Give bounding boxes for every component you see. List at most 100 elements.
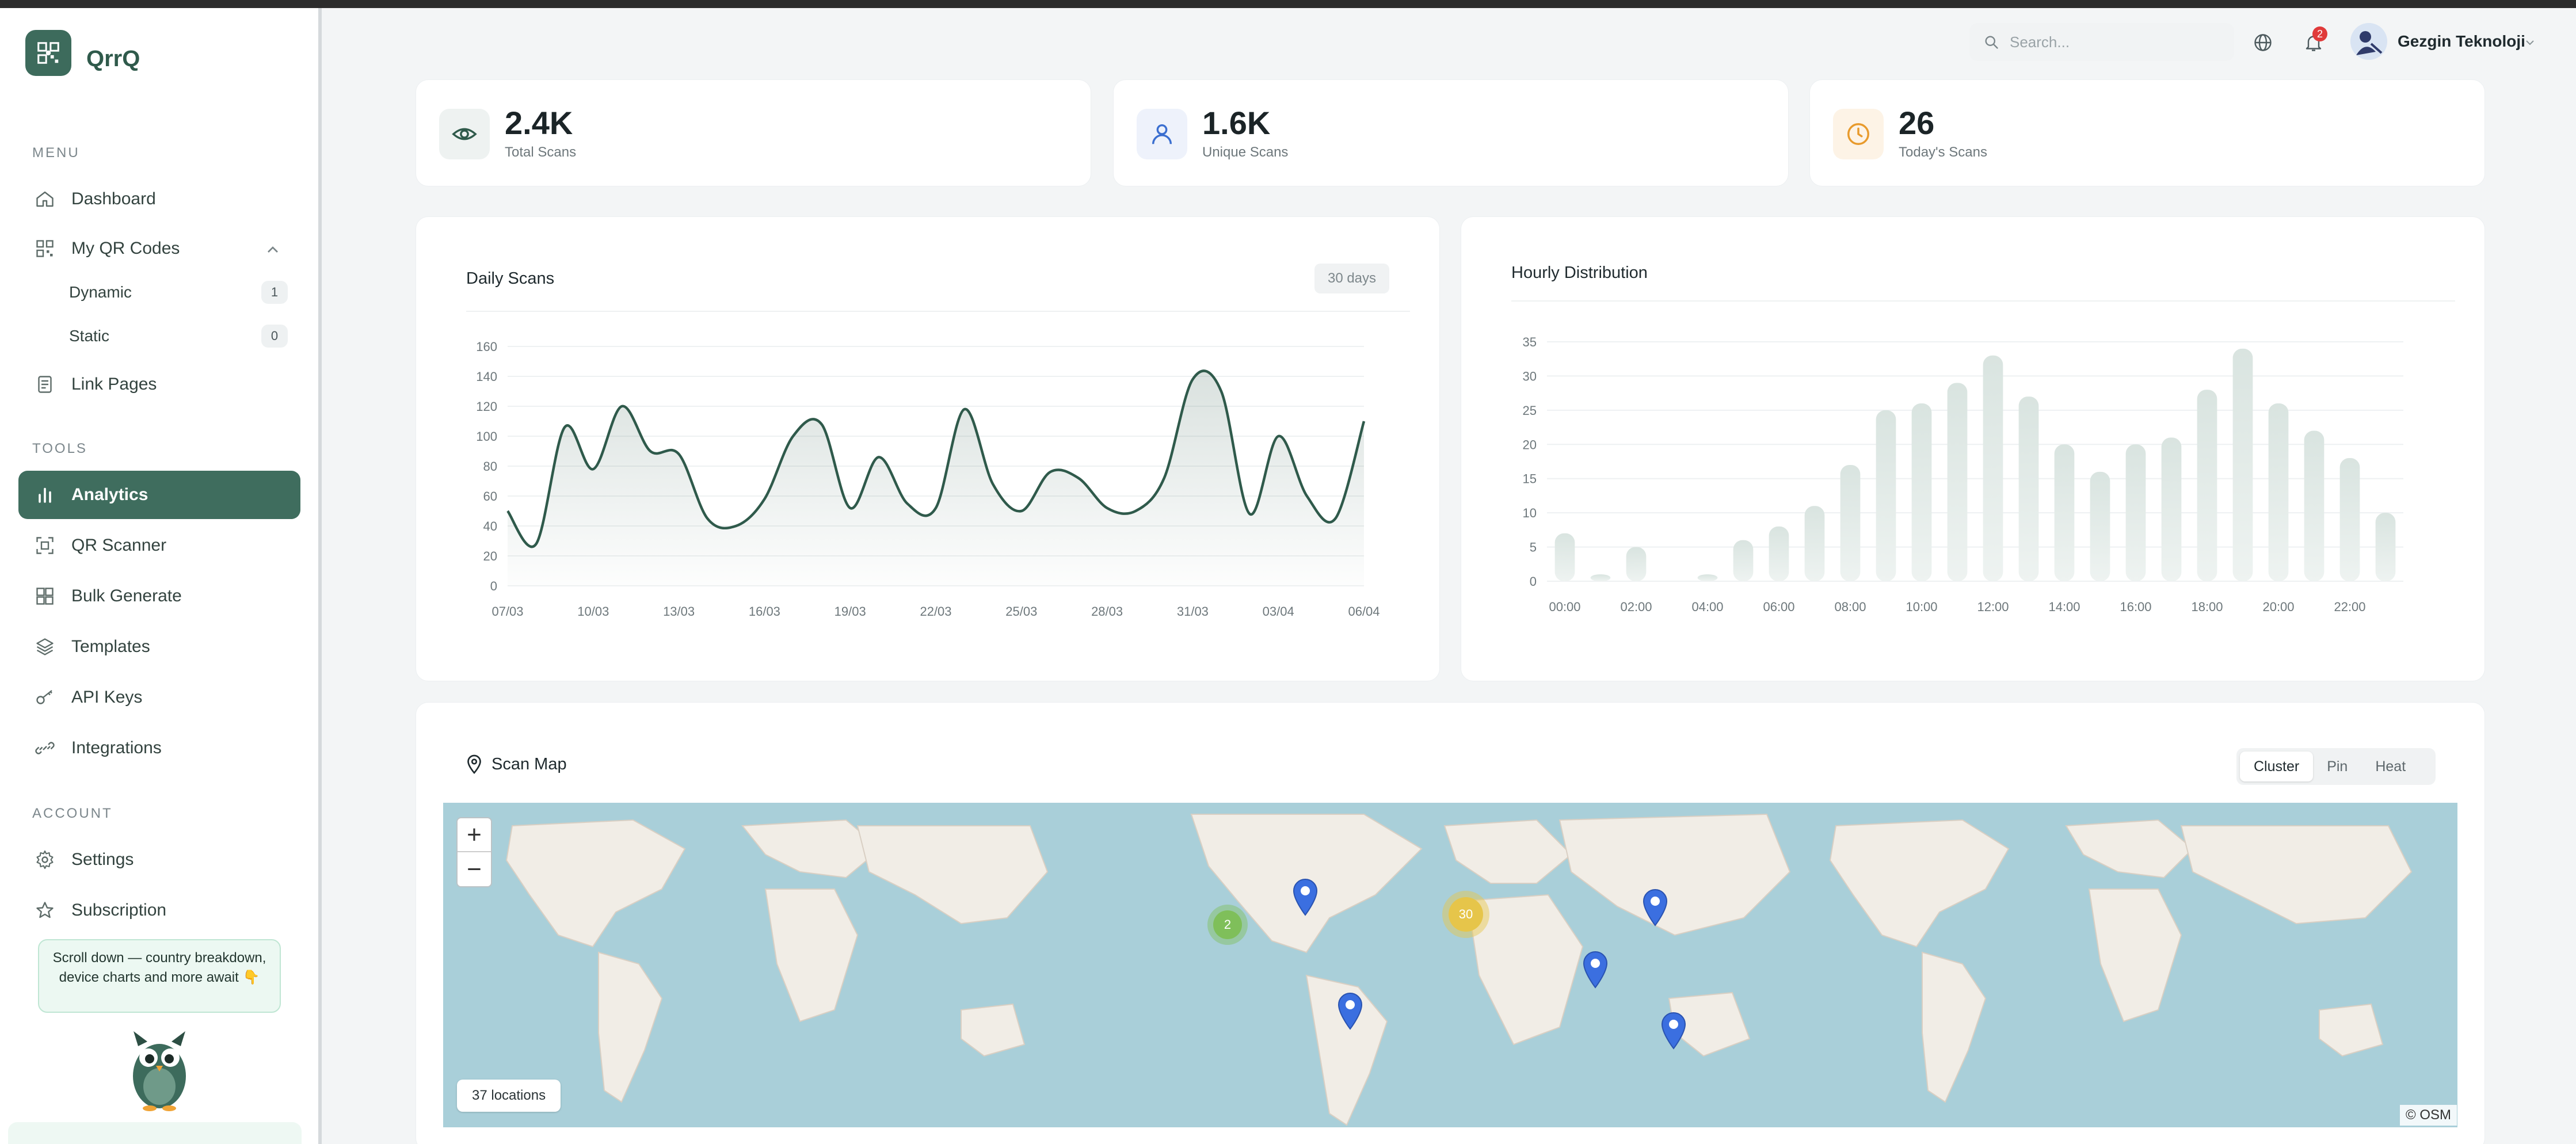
zoom-out-button[interactable]: −	[467, 855, 482, 883]
daily-scans-point-07/03[interactable]	[501, 504, 515, 518]
daily-scans-point-25/03[interactable]	[1015, 504, 1028, 518]
sidebar-item-templates[interactable]: Templates	[18, 623, 300, 671]
daily-scans-point-13/03[interactable]	[672, 447, 686, 461]
daily-scans-point-27/03[interactable]	[1072, 471, 1085, 485]
daily-scans-point-15/03[interactable]	[729, 519, 743, 533]
hourly-bar-19:00[interactable]	[2232, 348, 2253, 581]
hourly-bar-23:00[interactable]	[2375, 513, 2396, 581]
daily-scans-point-11/03[interactable]	[615, 399, 628, 413]
map-marker-icon[interactable]	[1641, 888, 1669, 926]
range-selector[interactable]: 30 days	[1314, 264, 1389, 293]
world-map[interactable]	[443, 803, 2457, 1127]
sidebar-item-analytics[interactable]: Analytics	[18, 471, 300, 519]
daily-scans-point-03/04[interactable]	[1271, 429, 1285, 443]
daily-scans-point-31/03[interactable]	[1186, 372, 1199, 386]
x-tick-label: 25/03	[1005, 604, 1037, 619]
user-name[interactable]: Gezgin Teknoloji	[2398, 32, 2525, 50]
app-logo[interactable]	[25, 30, 71, 76]
daily-scans-point-18/03[interactable]	[815, 417, 829, 431]
daily-scans-title: Daily Scans	[466, 269, 555, 288]
daily-scans-point-12/03[interactable]	[643, 444, 657, 458]
sidebar-item-bulk-generate[interactable]: Bulk Generate	[18, 572, 300, 620]
hourly-bar-05:00[interactable]	[1733, 540, 1754, 581]
daily-scans-point-19/03[interactable]	[843, 501, 857, 515]
daily-scans-point-02/04[interactable]	[1243, 507, 1257, 521]
map-marker-icon[interactable]	[1660, 1012, 1687, 1050]
daily-scans-point-22/03[interactable]	[929, 501, 943, 515]
hourly-bar-15:00[interactable]	[2090, 471, 2110, 581]
sidebar-item-subscription[interactable]: Subscription	[18, 886, 300, 935]
hourly-bar-01:00[interactable]	[1590, 574, 1611, 581]
hourly-bar-16:00[interactable]	[2125, 444, 2146, 581]
map-mode-heat[interactable]: Heat	[2375, 758, 2406, 775]
hourly-bar-17:00[interactable]	[2161, 437, 2182, 581]
sidebar-item-my-qr-codes[interactable]: My QR Codes	[18, 224, 300, 273]
sidebar-item-api-keys[interactable]: API Keys	[18, 673, 300, 722]
daily-scans-point-08/03[interactable]	[529, 537, 543, 551]
sidebar-item-dashboard[interactable]: Dashboard	[18, 175, 300, 223]
hourly-bar-18:00[interactable]	[2197, 390, 2217, 581]
app-name[interactable]: QrrQ	[86, 46, 140, 71]
daily-scans-point-21/03[interactable]	[900, 497, 914, 510]
hourly-bar-04:00[interactable]	[1697, 574, 1718, 581]
hourly-bar-07:00[interactable]	[1804, 506, 1825, 581]
daily-scans-point-29/03[interactable]	[1129, 504, 1142, 518]
avatar[interactable]	[2350, 23, 2387, 60]
map-cluster-large[interactable]: 30	[1442, 891, 1489, 938]
daily-scans-point-10/03[interactable]	[586, 462, 600, 476]
sidebar-item-settings[interactable]: Settings	[18, 836, 300, 884]
hourly-bar-13:00[interactable]	[2018, 396, 2039, 581]
hourly-bar-02:00[interactable]	[1626, 547, 1647, 581]
hourly-bar-06:00[interactable]	[1769, 526, 1789, 581]
map-mode-cluster[interactable]: Cluster	[2240, 752, 2314, 781]
daily-scans-point-28/03[interactable]	[1100, 501, 1114, 515]
count-badge: 0	[261, 325, 288, 348]
map-mode-pin[interactable]: Pin	[2327, 758, 2348, 775]
map-marker-icon[interactable]	[1336, 992, 1364, 1030]
search-icon	[1985, 36, 1998, 49]
zoom-in-button[interactable]: +	[458, 818, 491, 852]
daily-scans-area	[508, 371, 1364, 586]
hourly-bar-09:00[interactable]	[1876, 410, 1896, 581]
map-attribution[interactable]: © OSM	[2400, 1105, 2457, 1126]
sidebar-item-qr-scanner[interactable]: QR Scanner	[18, 521, 300, 570]
daily-scans-point-01/04[interactable]	[1214, 384, 1228, 398]
hourly-bar-10:00[interactable]	[1911, 403, 1932, 581]
account-section-label: ACCOUNT	[32, 806, 113, 821]
hourly-bar-20:00[interactable]	[2268, 403, 2289, 581]
daily-scans-chart: 0 20 40 60 80 100 120 140 160 07/03 10/03 13/03 16/0…	[476, 340, 1380, 619]
language-button[interactable]	[2250, 30, 2276, 55]
hourly-bar-08:00[interactable]	[1840, 464, 1861, 581]
daily-scans-point-26/03[interactable]	[1043, 465, 1057, 479]
hourly-bar-14:00[interactable]	[2054, 444, 2075, 581]
hourly-bar-22:00[interactable]	[2339, 458, 2360, 581]
daily-scans-point-23/03[interactable]	[958, 402, 971, 416]
sidebar-subitem-dynamic[interactable]: Dynamic 1	[69, 275, 288, 310]
daily-scans-point-20/03[interactable]	[872, 450, 886, 464]
daily-scans-point-30/03[interactable]	[1157, 471, 1171, 485]
search-input[interactable]	[2010, 33, 2228, 51]
sidebar-subitem-static[interactable]: Static 0	[69, 319, 288, 353]
hourly-bar-21:00[interactable]	[2304, 430, 2325, 581]
map-marker-icon[interactable]	[1291, 878, 1319, 916]
hourly-bar-11:00[interactable]	[1947, 383, 1968, 581]
daily-scans-point-24/03[interactable]	[986, 477, 1000, 491]
daily-scans-point-16/03[interactable]	[757, 492, 771, 506]
daily-scans-point-04/04[interactable]	[1300, 489, 1314, 503]
search-box[interactable]	[1969, 23, 2234, 61]
sidebar-item-integrations[interactable]: Integrations	[18, 724, 300, 772]
hourly-bar-12:00[interactable]	[1983, 355, 2003, 581]
daily-scans-point-09/03[interactable]	[558, 420, 571, 434]
daily-scans-point-06/04[interactable]	[1357, 414, 1371, 428]
daily-scans-line[interactable]	[506, 369, 1366, 548]
daily-scans-point-05/04[interactable]	[1328, 512, 1342, 525]
map-marker-icon[interactable]	[1582, 951, 1609, 989]
sidebar-scrollbar[interactable]	[318, 8, 322, 1144]
sidebar-item-link-pages[interactable]: Link Pages	[18, 360, 300, 409]
hourly-bar-00:00[interactable]	[1554, 533, 1575, 581]
daily-scans-point-14/03[interactable]	[700, 512, 714, 525]
map-cluster-small[interactable]: 2	[1207, 905, 1248, 945]
chevron-down-icon[interactable]	[2523, 36, 2537, 49]
daily-scans-point-17/03[interactable]	[786, 429, 800, 443]
chevron-up-icon[interactable]	[264, 241, 282, 259]
